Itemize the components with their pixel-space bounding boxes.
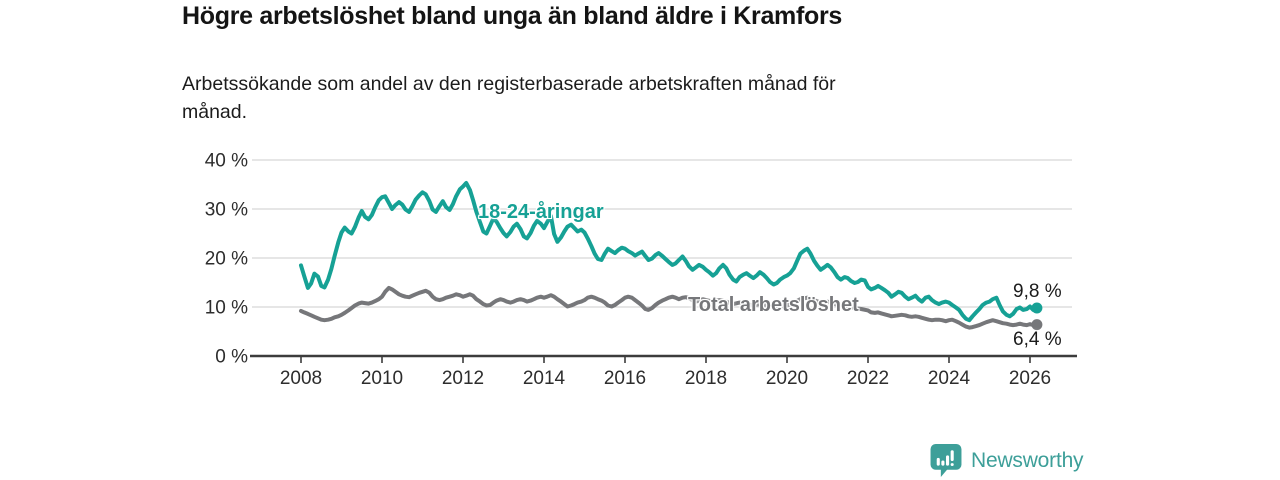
y-tick-label: 40 %: [205, 151, 248, 172]
series-end-dot-total: [1031, 319, 1043, 331]
y-tick-label: 20 %: [205, 249, 248, 270]
chart-subtitle-line-2: månad.: [182, 101, 248, 123]
chart-subtitle-line-1: Arbetssökande som andel av den registerb…: [182, 73, 836, 95]
end-value-label-18-24: 9,8 %: [1013, 281, 1062, 302]
y-tick-label: 0 %: [215, 347, 248, 368]
series-line-total: [299, 285, 1039, 330]
chart-subtitle: Arbetssökande som andel av den registerb…: [182, 70, 836, 126]
bar-chart-speech-bubble-icon: [930, 444, 962, 477]
x-tick-label: 2016: [604, 368, 646, 389]
x-tick-label: 2014: [523, 368, 566, 389]
x-tick-label: 2010: [361, 368, 403, 389]
page-title: Högre arbetslöshet bland unga än bland ä…: [182, 2, 843, 30]
y-tick-label: 30 %: [205, 200, 248, 221]
x-tick-label: 2022: [847, 368, 889, 389]
series-end-dot-young: [1031, 302, 1043, 314]
brand-name: Newsworthy: [971, 448, 1084, 472]
x-tick-label: 2024: [928, 368, 971, 389]
x-tick-label: 2012: [442, 368, 484, 389]
y-tick-label: 10 %: [205, 298, 248, 319]
series-line-young: [299, 181, 1039, 323]
x-tick-label: 2026: [1009, 368, 1051, 389]
newsworthy-brand: Newsworthy: [930, 444, 1084, 477]
x-tick-label: 2020: [766, 368, 808, 389]
x-tick-label: 2018: [685, 368, 727, 389]
end-value-label-total: 6,4 %: [1013, 329, 1062, 350]
x-tick-label: 2008: [280, 368, 322, 389]
series-label-total: Total arbetslöshet: [688, 294, 859, 316]
series-label-18-24: 18-24-åringar: [478, 201, 604, 223]
